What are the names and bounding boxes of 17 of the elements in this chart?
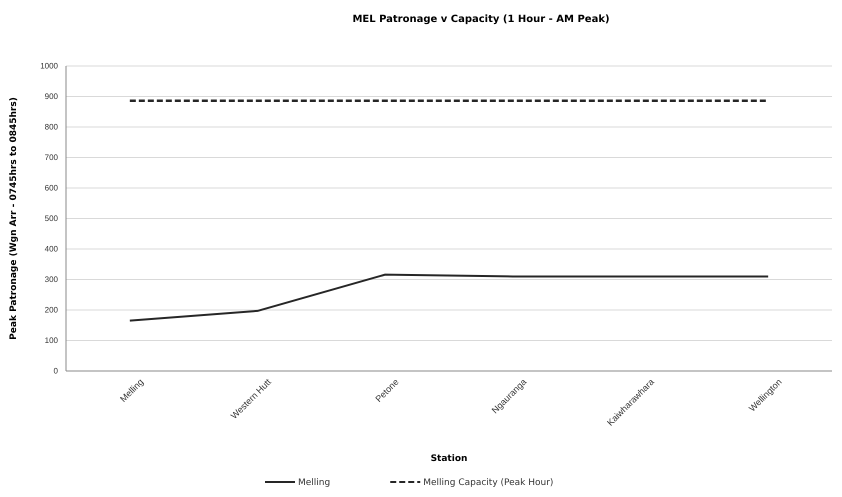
y-tick-label: 600 <box>44 184 59 193</box>
line-series <box>128 274 770 322</box>
y-tick-label: 800 <box>44 122 59 132</box>
y-tick-label: 100 <box>44 336 59 346</box>
y-tick-label: 900 <box>44 92 59 102</box>
y-tick-label: 0 <box>54 366 59 376</box>
y-tick-label: 200 <box>44 306 59 315</box>
legend-label: Melling <box>298 478 330 488</box>
y-tick-label: 1000 <box>40 62 59 71</box>
y-tick-label: 300 <box>44 275 59 284</box>
x-axis-title: Station <box>430 454 468 464</box>
legend-label: Melling Capacity (Peak Hour) <box>423 478 554 488</box>
chart-title: MEL Patronage v Capacity (1 Hour - AM Peak) <box>352 14 610 25</box>
y-tick-label: 500 <box>44 214 59 224</box>
y-tick-label: 400 <box>44 244 59 254</box>
y-axis-title: Peak Patronage (Wgn Arr - 0745hrs to 0845hrs) <box>9 97 19 340</box>
y-tick-label: 700 <box>44 153 59 162</box>
